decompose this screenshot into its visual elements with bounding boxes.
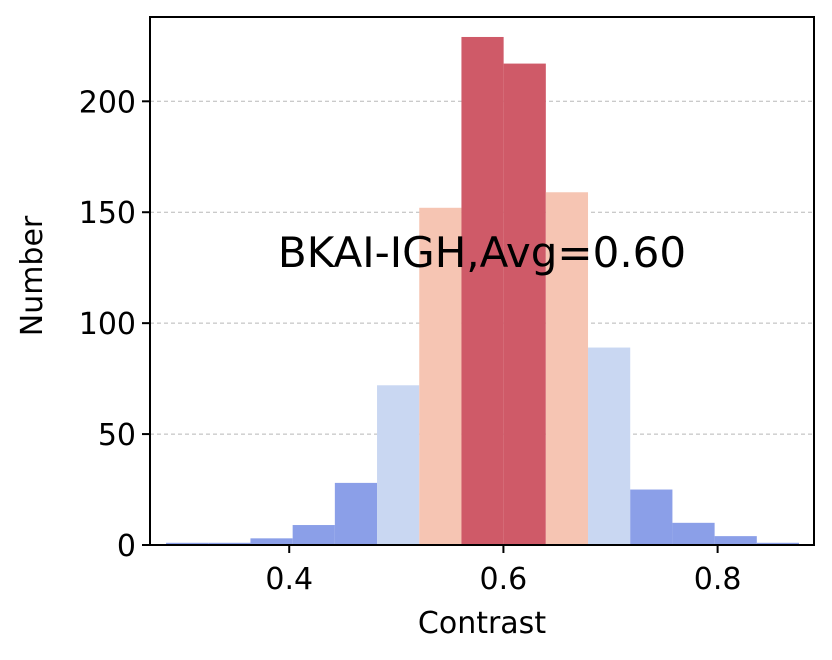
- y-tick-label: 50: [98, 418, 136, 453]
- histogram-bar: [461, 36, 504, 546]
- histogram-bars: [166, 36, 800, 546]
- histogram-bar: [334, 482, 378, 545]
- histogram-bar: [588, 347, 631, 545]
- histogram-bar: [250, 538, 293, 545]
- histogram-bar: [714, 536, 757, 545]
- y-tick-label: 150: [79, 196, 136, 231]
- x-tick-label: 0.4: [265, 562, 313, 597]
- histogram-bar: [377, 385, 420, 545]
- histogram-bar: [503, 63, 546, 546]
- histogram-bar: [545, 192, 589, 545]
- histogram-bar: [672, 522, 715, 545]
- y-tick-label: 200: [79, 85, 136, 120]
- histogram-bar: [419, 207, 462, 545]
- x-axis-label: Contrast: [418, 606, 546, 641]
- y-axis-label: Number: [15, 215, 50, 336]
- histogram-bar: [292, 525, 335, 545]
- histogram-bar: [166, 542, 209, 545]
- average-annotation: BKAI-IGH,Avg=0.60: [278, 228, 686, 277]
- histogram-bar: [208, 542, 251, 545]
- histogram-bar: [756, 542, 800, 545]
- x-tick-label: 0.6: [480, 562, 528, 597]
- axis-ticks: 0 50 100 150 200 0.4 0.6 0.8: [79, 85, 742, 597]
- histogram-bar: [630, 489, 673, 545]
- y-tick-label: 0: [117, 529, 136, 564]
- x-tick-label: 0.8: [694, 562, 742, 597]
- y-tick-label: 100: [79, 307, 136, 342]
- plot-frame: [149, 16, 815, 546]
